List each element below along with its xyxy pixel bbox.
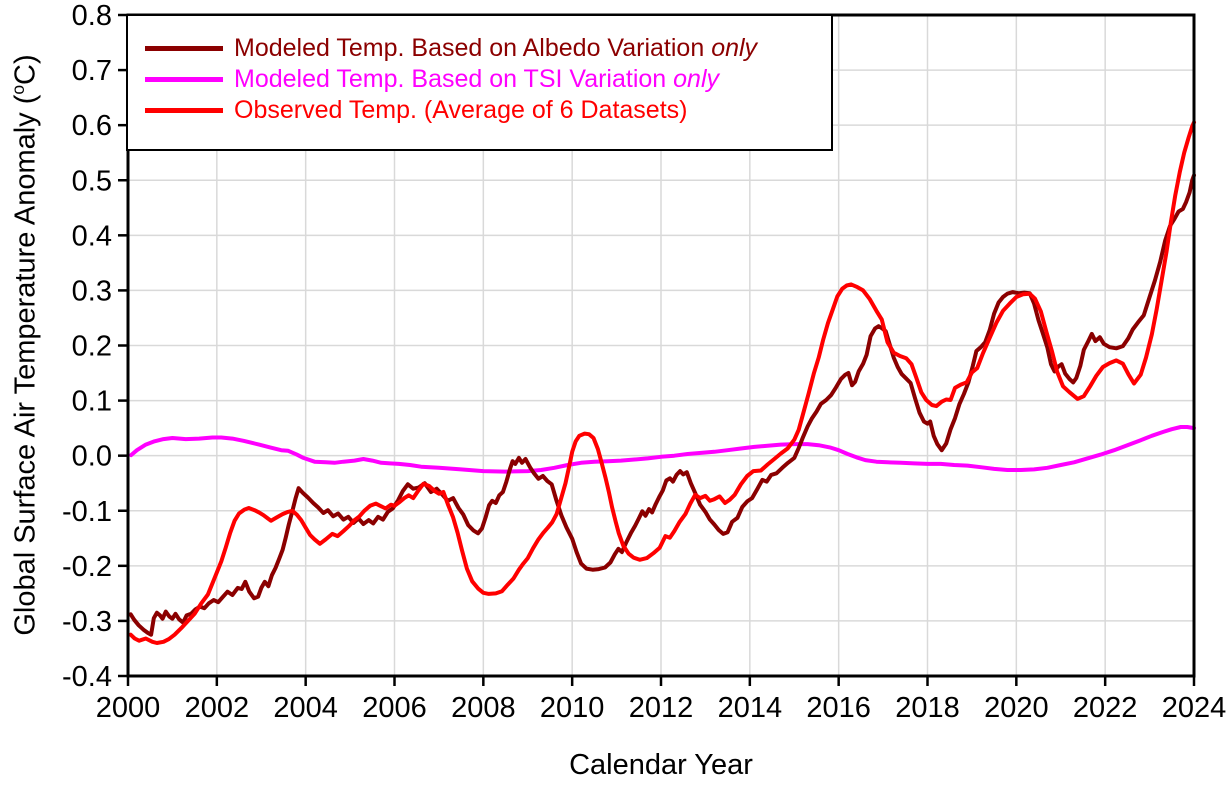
x-tick-label: 2016	[806, 692, 871, 724]
y-tick-label: 0.8	[72, 0, 112, 32]
x-tick-label: 2024	[1162, 692, 1227, 724]
y-tick-label: 0.7	[72, 55, 112, 87]
y-tick-label: -0.4	[62, 661, 112, 693]
x-axis-title: Calendar Year	[569, 749, 753, 781]
y-tick-label: 0.2	[72, 331, 112, 363]
x-tick-label: 2012	[629, 692, 694, 724]
tsi-line-swatch	[145, 77, 223, 82]
x-tick-label: 2002	[185, 692, 250, 724]
observed-line-swatch	[145, 108, 223, 113]
x-tick-label: 2000	[96, 692, 161, 724]
chart-series	[128, 120, 1196, 645]
y-tick-label: -0.2	[62, 551, 112, 583]
series-tsi-line	[129, 425, 1196, 474]
legend-label-tsi: Modeled Temp. Based on TSI Variation onl…	[234, 65, 720, 93]
x-tick-label: 2020	[984, 692, 1049, 724]
y-tick-label: -0.3	[62, 606, 112, 638]
legend-item-observed: Observed Temp. (Average of 6 Datasets)	[145, 95, 831, 126]
x-tick-label: 2014	[718, 692, 783, 724]
series-albedo-line	[128, 173, 1196, 637]
albedo-line-swatch	[145, 46, 223, 51]
y-tick-label: 0.4	[72, 220, 112, 252]
y-tick-label: 0.6	[72, 110, 112, 142]
y-tick-label: 0.1	[72, 386, 112, 418]
x-tick-label: 2008	[451, 692, 516, 724]
x-tick-label: 2004	[273, 692, 338, 724]
y-axis-title: Global Surface Air Temperature Anomaly (…	[8, 54, 42, 636]
y-tick-label: 0.5	[72, 165, 112, 197]
x-tick-label: 2006	[362, 692, 427, 724]
legend-item-tsi: Modeled Temp. Based on TSI Variation onl…	[145, 64, 831, 95]
series-observed-line	[128, 120, 1196, 645]
legend-box: Modeled Temp. Based on Albedo Variation …	[126, 14, 833, 151]
y-tick-label: 0.3	[72, 275, 112, 307]
y-tick-label: -0.1	[62, 496, 112, 528]
y-tick-label: 0.0	[72, 441, 112, 473]
x-tick-label: 2022	[1073, 692, 1138, 724]
legend-label-albedo: Modeled Temp. Based on Albedo Variation …	[234, 34, 758, 62]
legend-item-albedo: Modeled Temp. Based on Albedo Variation …	[145, 33, 831, 64]
x-tick-label: 2018	[895, 692, 960, 724]
x-tick-label: 2010	[540, 692, 605, 724]
axis-tick-labels: 2000 2002 2004 2006 2008 2010 2012 2014 2016 2018…	[62, 0, 1226, 724]
legend-label-observed: Observed Temp. (Average of 6 Datasets)	[234, 96, 688, 124]
